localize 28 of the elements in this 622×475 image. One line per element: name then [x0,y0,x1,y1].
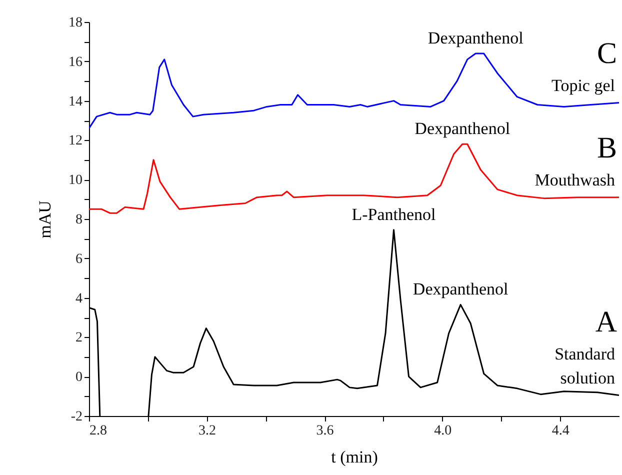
annotation: Dexpanthenol [414,119,510,138]
y-tick-label: 6 [76,252,82,267]
y-tick-label: 14 [68,94,82,110]
x-tick-label: 4.0 [434,424,452,438]
y-tick-label: 16 [68,54,82,70]
x-tick-label: 3.6 [316,424,334,438]
series-label: Mouthwash [534,170,616,190]
y-tick-label: 18 [68,16,82,30]
x-tick-label: 2.8 [90,424,107,438]
annotation: A [595,305,618,338]
x-axis-title: t (min) [331,448,378,466]
y-axis-title: mAU [36,200,54,238]
y-tick-label: 2 [76,330,82,346]
y-tick-label: -2 [70,410,82,424]
series-label: Topic gel [552,76,616,95]
x-tick-label: 4.4 [552,424,570,438]
series-label: Standard solution [554,344,616,388]
annotation: C [596,36,617,70]
annotation: L-Panthenol [352,204,436,224]
x-tick-label: 3.2 [198,424,216,438]
y-tick-label: 8 [76,212,82,228]
annotation: Dexpanthenol [412,280,509,299]
annotation: B [596,131,617,164]
y-tick-label: 10 [68,173,82,188]
y-tick-label: 4 [76,291,82,306]
y-tick-label: 12 [68,134,82,149]
annotation: Dexpanthenol [428,28,524,48]
y-tick-label: 0 [76,370,82,386]
